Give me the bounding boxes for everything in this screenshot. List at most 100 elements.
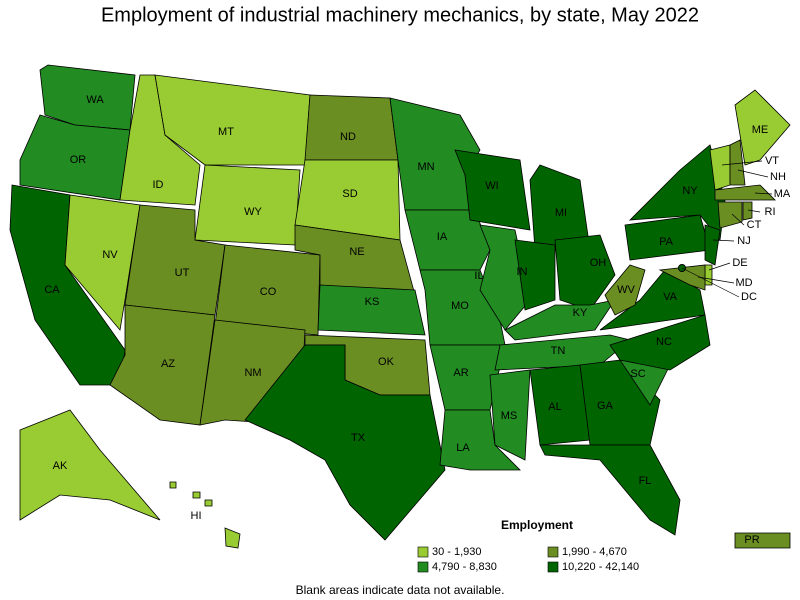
state-label: AK [53, 460, 68, 472]
leader-line [731, 213, 745, 226]
footnote: Blank areas indicate data not available. [296, 583, 505, 597]
state-label: NE [349, 246, 364, 258]
state [317, 284, 426, 336]
state-label: TX [351, 432, 366, 444]
state [19, 409, 161, 521]
state-label: MN [417, 161, 434, 173]
state [404, 209, 491, 271]
state [704, 264, 713, 286]
state-label: NV [102, 249, 118, 261]
leader-line [737, 169, 769, 178]
state [714, 184, 776, 201]
state [454, 149, 531, 231]
state-label: NM [244, 367, 261, 379]
state-label: IN [517, 266, 528, 278]
state-label: ID [153, 179, 164, 191]
state-label: VT [765, 155, 779, 167]
state [604, 264, 646, 316]
state [204, 499, 213, 507]
leader-line [681, 267, 740, 298]
state-label: AR [453, 367, 468, 379]
state-label: MO [451, 300, 469, 312]
legend-swatch [417, 546, 429, 558]
state-label: WV [617, 284, 635, 296]
state [64, 194, 141, 331]
legend: 30 - 1,930 1,990 - 4,670 4,790 - 8,830 10,2… [417, 546, 639, 573]
state [304, 94, 399, 161]
state-label: WI [485, 180, 498, 192]
state [609, 314, 711, 371]
state [214, 244, 321, 336]
state-label: FL [639, 475, 652, 487]
legend-label: 10,220 - 42,140 [562, 561, 639, 573]
state-label: OH [590, 257, 607, 269]
state [554, 234, 616, 311]
state-label: GA [597, 400, 614, 412]
state-label: WY [244, 206, 262, 218]
state-label: OR [70, 154, 87, 166]
state-label: NJ [737, 235, 750, 247]
leader-line [712, 239, 735, 242]
state-label: PA [659, 236, 674, 248]
state-label: KY [573, 307, 588, 319]
leader-line [754, 192, 773, 195]
state-label: ND [340, 131, 356, 143]
legend-label: 1,990 - 4,670 [562, 546, 627, 558]
state-labels: WA OR CA NV ID MT WY UT CO AZ NM ND SD NE KS OK TX MN IA MO… [44, 94, 791, 546]
state-label: IL [474, 270, 483, 282]
state [658, 264, 706, 291]
state-label: UT [175, 267, 190, 279]
state [734, 89, 791, 166]
state-label: LA [456, 442, 470, 454]
legend-swatch [547, 561, 559, 573]
state-label: TN [551, 345, 566, 357]
state-label: SC [630, 368, 645, 380]
map-title: Employment of industrial machinery mecha… [101, 4, 699, 26]
leader-line [708, 262, 731, 271]
state [154, 74, 311, 166]
state [244, 344, 446, 541]
state [742, 201, 753, 221]
state [192, 491, 201, 499]
state [439, 409, 521, 471]
state-label: NC [656, 336, 672, 348]
state-label: CA [44, 284, 60, 296]
leader-line [747, 209, 761, 213]
state-label: NH [770, 171, 786, 183]
state-label: PR [744, 534, 759, 546]
leader-line [721, 160, 763, 166]
state [539, 444, 681, 536]
leader-line [697, 276, 735, 284]
state-label: IA [437, 231, 448, 243]
state-label: DE [732, 257, 747, 269]
legend-title: Employment [501, 518, 573, 532]
state-label: HI [191, 510, 202, 522]
legend-swatch [547, 546, 559, 558]
state-label: MS [501, 410, 518, 422]
legend-label: 4,790 - 8,830 [432, 561, 497, 573]
state-label: RI [765, 206, 776, 218]
state-label: NY [682, 185, 698, 197]
state [514, 239, 556, 311]
state-label: KS [365, 296, 380, 308]
legend-swatch [417, 561, 429, 573]
legend-label: 30 - 1,930 [432, 546, 482, 558]
state [704, 224, 721, 266]
states [9, 64, 791, 549]
state-label: MA [774, 188, 791, 200]
state [169, 481, 177, 489]
state [109, 304, 216, 426]
state-label: VA [663, 291, 678, 303]
state [734, 532, 791, 549]
state-label: ME [752, 124, 769, 136]
state [489, 369, 531, 461]
state [717, 201, 743, 229]
state-label: CO [260, 286, 277, 298]
state-label: AL [548, 401, 561, 413]
state-label: SD [342, 188, 357, 200]
state-label: CT [747, 219, 762, 231]
state-label: DC [741, 291, 757, 303]
state-label: MT [218, 126, 234, 138]
state-label: MI [555, 207, 567, 219]
